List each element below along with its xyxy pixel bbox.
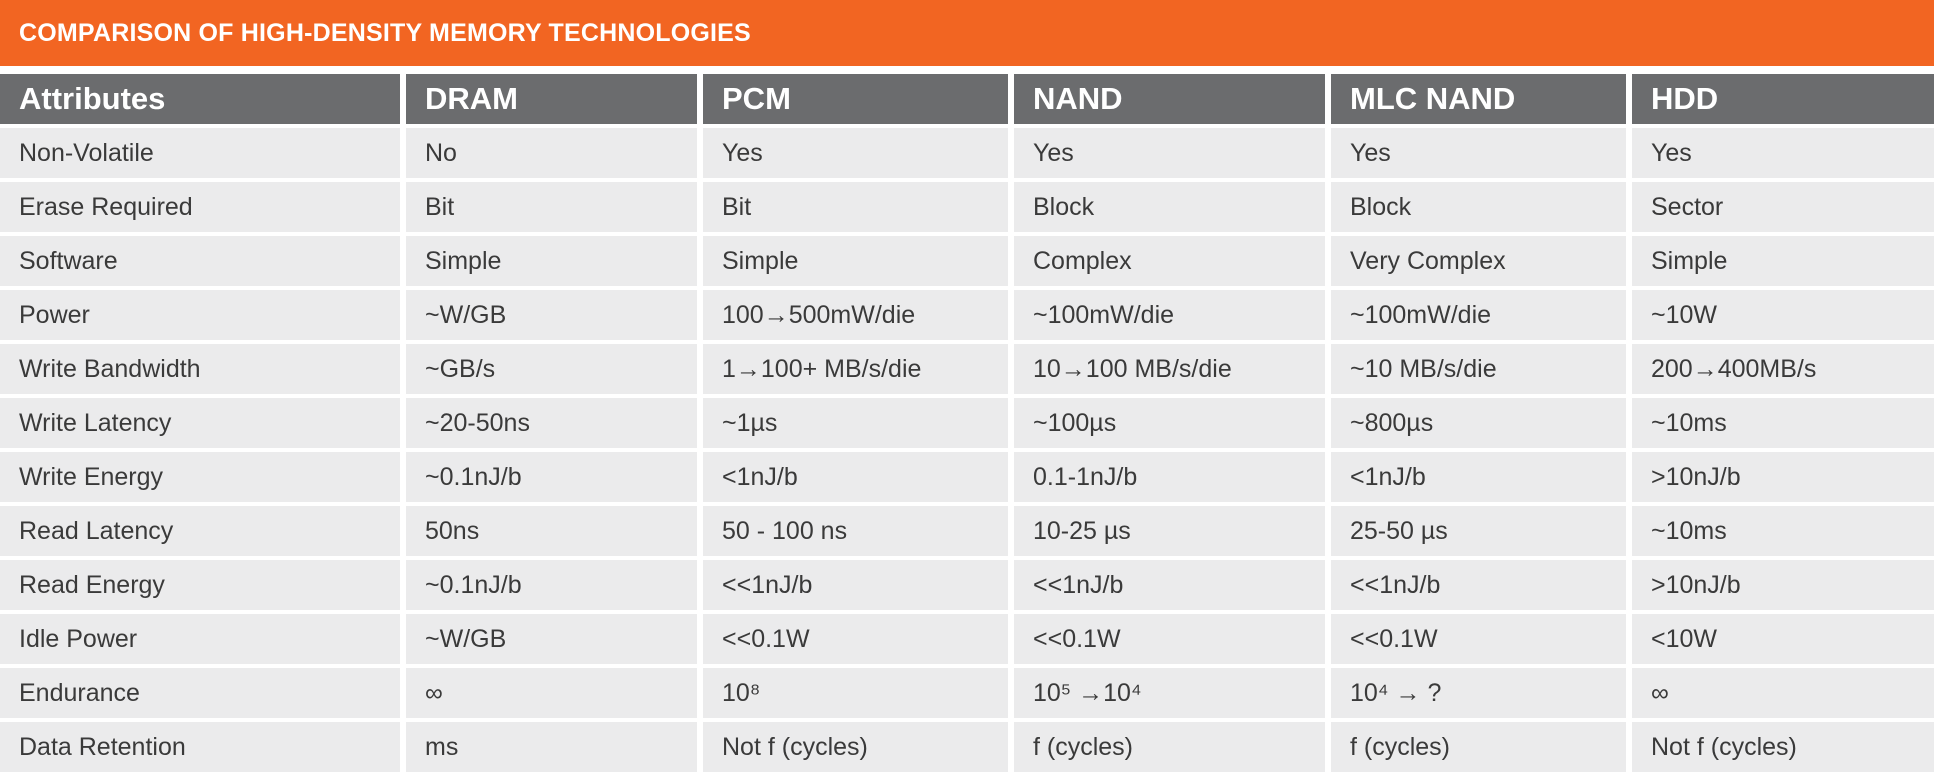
table-cell: 10⁵ →10⁴ <box>1014 668 1325 718</box>
title-banner: COMPARISON OF HIGH-DENSITY MEMORY TECHNO… <box>0 0 1934 66</box>
row-label: Non-Volatile <box>0 128 400 178</box>
table-row: Endurance ∞ 10⁸ 10⁵ →10⁴ 10⁴ → ? ∞ <box>0 668 1934 718</box>
table-cell: <10W <box>1632 614 1934 664</box>
row-label: Erase Required <box>0 182 400 232</box>
table-cell: ∞ <box>406 668 697 718</box>
table-cell: 10→100 MB/s/die <box>1014 344 1325 394</box>
table-row: Read Latency 50ns 50 - 100 ns 10-25 µs 2… <box>0 506 1934 556</box>
table-cell: 10⁸ <box>703 668 1008 718</box>
table-cell: 50ns <box>406 506 697 556</box>
table-cell: Yes <box>1331 128 1626 178</box>
table-cell: <<0.1W <box>1014 614 1325 664</box>
page-title: COMPARISON OF HIGH-DENSITY MEMORY TECHNO… <box>19 18 751 47</box>
table-cell: Complex <box>1014 236 1325 286</box>
row-label: Read Energy <box>0 560 400 610</box>
table-row: Write Bandwidth ~GB/s 1→100+ MB/s/die 10… <box>0 344 1934 394</box>
row-label: Read Latency <box>0 506 400 556</box>
table-cell: <<0.1W <box>703 614 1008 664</box>
table-row: Software Simple Simple Complex Very Comp… <box>0 236 1934 286</box>
table-cell: Block <box>1014 182 1325 232</box>
table-cell: Not f (cycles) <box>703 722 1008 772</box>
table-cell: ~10ms <box>1632 506 1934 556</box>
table-cell: Sector <box>1632 182 1934 232</box>
table-cell: 10-25 µs <box>1014 506 1325 556</box>
table-cell: Simple <box>406 236 697 286</box>
table-cell: Yes <box>1632 128 1934 178</box>
table-row: Erase Required Bit Bit Block Block Secto… <box>0 182 1934 232</box>
row-label: Write Bandwidth <box>0 344 400 394</box>
table-cell: Very Complex <box>1331 236 1626 286</box>
table-row: Write Latency ~20-50ns ~1µs ~100µs ~800µ… <box>0 398 1934 448</box>
table-cell: 10⁴ → ? <box>1331 668 1626 718</box>
table-cell: Bit <box>703 182 1008 232</box>
table-cell: 1→100+ MB/s/die <box>703 344 1008 394</box>
table-body: Non-Volatile No Yes Yes Yes Yes Erase Re… <box>0 128 1934 772</box>
table-cell: ~100µs <box>1014 398 1325 448</box>
row-label: Write Latency <box>0 398 400 448</box>
table-cell: Yes <box>703 128 1008 178</box>
table-row: Read Energy ~0.1nJ/b <<1nJ/b <<1nJ/b <<1… <box>0 560 1934 610</box>
column-header-dram: DRAM <box>406 74 697 124</box>
table-cell: ~W/GB <box>406 614 697 664</box>
table-cell: ~800µs <box>1331 398 1626 448</box>
table-cell: <<1nJ/b <box>1331 560 1626 610</box>
table-cell: ~10ms <box>1632 398 1934 448</box>
table-cell: 50 - 100 ns <box>703 506 1008 556</box>
table-cell: <1nJ/b <box>1331 452 1626 502</box>
table-cell: <1nJ/b <box>703 452 1008 502</box>
row-label: Software <box>0 236 400 286</box>
table-cell: <<0.1W <box>1331 614 1626 664</box>
table-cell: ms <box>406 722 697 772</box>
table-cell: ~0.1nJ/b <box>406 452 697 502</box>
table-cell: 25-50 µs <box>1331 506 1626 556</box>
table-header-row: Attributes DRAM PCM NAND MLC NAND HDD <box>0 74 1934 124</box>
table-cell: Bit <box>406 182 697 232</box>
table-cell: 0.1-1nJ/b <box>1014 452 1325 502</box>
table-cell: ~100mW/die <box>1014 290 1325 340</box>
table-cell: f (cycles) <box>1014 722 1325 772</box>
table-cell: Block <box>1331 182 1626 232</box>
table-row: Non-Volatile No Yes Yes Yes Yes <box>0 128 1934 178</box>
table-cell: 200→400MB/s <box>1632 344 1934 394</box>
table-cell: Not f (cycles) <box>1632 722 1934 772</box>
column-header-hdd: HDD <box>1632 74 1934 124</box>
table-cell: ∞ <box>1632 668 1934 718</box>
column-header-mlc-nand: MLC NAND <box>1331 74 1626 124</box>
table-row: Idle Power ~W/GB <<0.1W <<0.1W <<0.1W <1… <box>0 614 1934 664</box>
table-cell: <<1nJ/b <box>1014 560 1325 610</box>
row-label: Power <box>0 290 400 340</box>
table-cell: <<1nJ/b <box>703 560 1008 610</box>
table-row: Power ~W/GB 100→500mW/die ~100mW/die ~10… <box>0 290 1934 340</box>
table-cell: ~GB/s <box>406 344 697 394</box>
column-header-nand: NAND <box>1014 74 1325 124</box>
table-cell: ~W/GB <box>406 290 697 340</box>
column-header-attributes: Attributes <box>0 74 400 124</box>
row-label: Endurance <box>0 668 400 718</box>
table-cell: >10nJ/b <box>1632 452 1934 502</box>
table-cell: No <box>406 128 697 178</box>
table-cell: ~10W <box>1632 290 1934 340</box>
table-cell: Simple <box>1632 236 1934 286</box>
table-cell: ~0.1nJ/b <box>406 560 697 610</box>
table-cell: f (cycles) <box>1331 722 1626 772</box>
table-cell: ~1µs <box>703 398 1008 448</box>
row-label: Data Retention <box>0 722 400 772</box>
table-cell: 100→500mW/die <box>703 290 1008 340</box>
table-cell: >10nJ/b <box>1632 560 1934 610</box>
table-cell: ~10 MB/s/die <box>1331 344 1626 394</box>
comparison-table: Attributes DRAM PCM NAND MLC NAND HDD No… <box>0 70 1934 776</box>
column-header-pcm: PCM <box>703 74 1008 124</box>
table-row: Data Retention ms Not f (cycles) f (cycl… <box>0 722 1934 772</box>
table-cell: ~20-50ns <box>406 398 697 448</box>
table-row: Write Energy ~0.1nJ/b <1nJ/b 0.1-1nJ/b <… <box>0 452 1934 502</box>
row-label: Write Energy <box>0 452 400 502</box>
table-cell: ~100mW/die <box>1331 290 1626 340</box>
table-cell: Simple <box>703 236 1008 286</box>
row-label: Idle Power <box>0 614 400 664</box>
table-cell: Yes <box>1014 128 1325 178</box>
